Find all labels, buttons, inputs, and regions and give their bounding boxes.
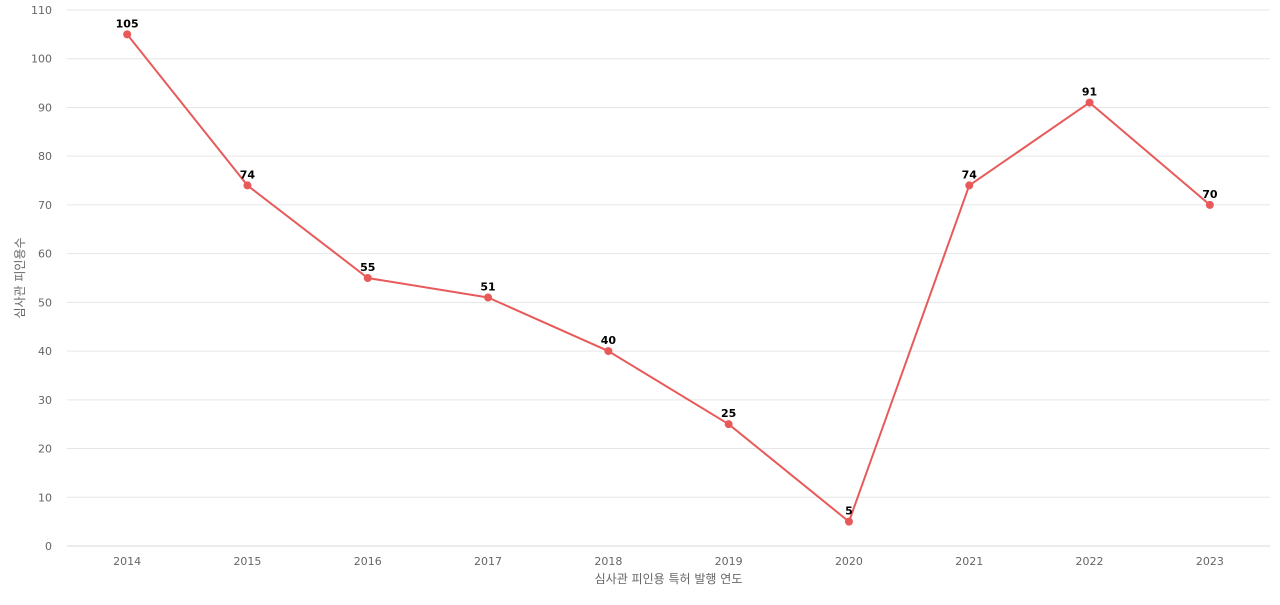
y-tick-label: 40: [38, 345, 52, 358]
x-tick-label: 2018: [594, 555, 622, 568]
data-label: 5: [845, 505, 853, 518]
y-tick-label: 0: [45, 540, 52, 553]
data-label: 70: [1202, 188, 1218, 201]
data-label: 105: [116, 17, 139, 30]
y-tick-label: 30: [38, 394, 52, 407]
data-point[interactable]: [123, 30, 132, 39]
y-tick-label: 100: [31, 53, 52, 66]
y-axis-title: 심사관 피인용수: [13, 237, 27, 318]
data-point[interactable]: [844, 517, 853, 526]
data-label: 51: [480, 280, 495, 293]
y-tick-label: 80: [38, 150, 52, 163]
y-axis-ticks: 0 10 20 30 40 50 60 70 80 90 100 110: [31, 4, 52, 553]
y-tick-label: 60: [38, 248, 52, 261]
data-label: 74: [962, 168, 978, 181]
y-tick-label: 90: [38, 101, 52, 114]
grid-lines: [67, 9, 1270, 498]
x-tick-label: 2017: [474, 555, 502, 568]
x-tick-label: 2019: [715, 555, 743, 568]
data-point[interactable]: [724, 420, 733, 429]
series-line: [126, 33, 1211, 523]
y-tick-label: 70: [38, 199, 52, 212]
x-tick-label: 2014: [113, 555, 141, 568]
data-point[interactable]: [484, 293, 493, 302]
y-tick-label: 50: [38, 296, 52, 309]
data-point[interactable]: [1205, 200, 1214, 209]
x-tick-label: 2022: [1076, 555, 1104, 568]
x-tick-label: 2015: [233, 555, 261, 568]
data-label: 40: [601, 334, 617, 347]
x-axis-ticks: 2014 2015 2016 2017 2018 2019 2020 2021 2022 2023: [113, 555, 1224, 568]
data-label: 25: [721, 407, 736, 420]
data-point[interactable]: [363, 274, 372, 282]
data-point[interactable]: [243, 181, 252, 190]
x-tick-label: 2016: [354, 555, 382, 568]
x-tick-label: 2023: [1196, 555, 1224, 568]
y-tick-label: 20: [38, 443, 52, 456]
data-point[interactable]: [965, 181, 974, 190]
data-point[interactable]: [604, 347, 613, 356]
data-point[interactable]: [1085, 98, 1094, 107]
y-tick-label: 10: [38, 491, 52, 504]
x-tick-label: 2020: [835, 555, 863, 568]
x-axis-title: 심사관 피인용 특허 발행 연도: [595, 571, 743, 586]
x-tick-label: 2021: [955, 555, 983, 568]
series-layer: [123, 30, 1214, 526]
data-label: 91: [1082, 86, 1097, 99]
y-tick-label: 110: [31, 4, 52, 17]
data-label: 55: [360, 261, 375, 274]
data-labels: 105 74 55 51 40 25 5 74 91 70: [116, 17, 1218, 517]
data-label: 74: [240, 168, 256, 181]
